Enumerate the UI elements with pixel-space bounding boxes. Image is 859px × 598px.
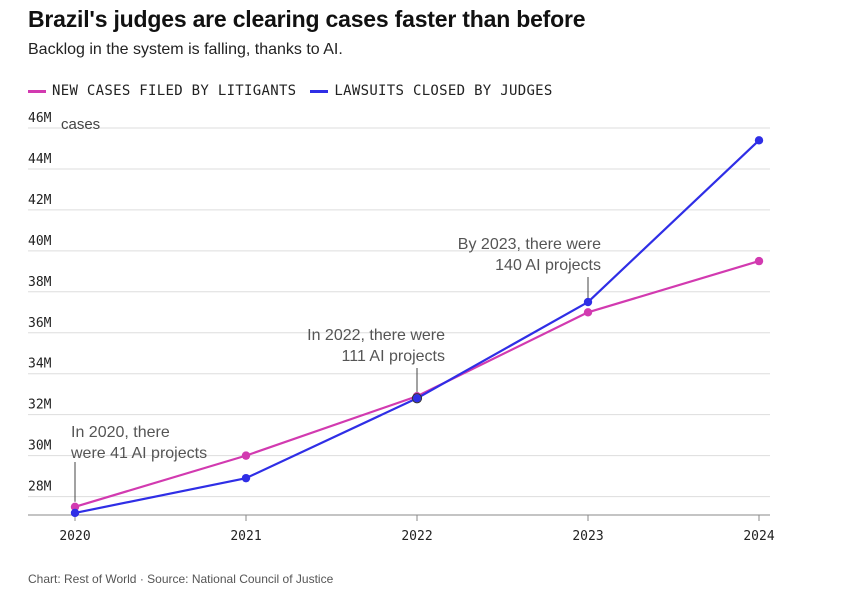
chart-source: Chart: Rest of World · Source: National … [28,572,334,586]
y-tick-label: 34M [28,357,52,372]
data-point-lawsuits-closed [241,473,251,483]
data-point-new-cases [754,256,764,266]
legend-swatch-lawsuits-closed [310,89,329,93]
x-tick-label: 2022 [401,529,432,544]
data-point-new-cases [241,451,251,460]
data-point-lawsuits-closed [412,394,422,403]
legend-item-lawsuits-closed: LAWSUITS CLOSED BY JUDGES [310,83,552,99]
y-tick-label: 46M [28,111,52,126]
annotation-text: In 2020, there [71,424,170,441]
annotation-text: By 2023, there were [458,236,601,253]
y-tick-label: 36M [28,316,52,331]
x-tick-label: 2024 [743,529,774,544]
x-tick-label: 2023 [572,529,603,544]
x-tick-label: 2021 [230,529,261,544]
data-point-new-cases [583,308,593,317]
y-unit-label: cases [61,116,100,133]
annotation-text: 111 AI projects [342,348,445,365]
legend-label-new-cases: NEW CASES FILED BY LITIGANTS [52,83,297,99]
y-tick-label: 40M [28,234,52,249]
data-point-lawsuits-closed [754,136,764,145]
chart-subtitle: Backlog in the system is falling, thanks… [28,41,343,58]
legend-swatch-new-cases [28,89,46,93]
legend: NEW CASES FILED BY LITIGANTS LAWSUITS CL… [28,83,567,99]
annotation-text: 140 AI projects [495,257,601,274]
y-tick-label: 32M [28,398,52,413]
chart-title: Brazil's judges are clearing cases faste… [28,6,586,32]
highlight-ring [411,393,423,404]
x-tick-label: 2020 [59,529,90,544]
y-tick-label: 28M [28,480,52,495]
legend-item-new-cases: NEW CASES FILED BY LITIGANTS [28,83,296,99]
data-point-lawsuits-closed [70,508,80,518]
data-point-lawsuits-closed [583,297,593,307]
annotation-text: were 41 AI projects [70,445,207,462]
annotation-text: In 2022, there were [307,327,445,344]
legend-label-lawsuits-closed: LAWSUITS CLOSED BY JUDGES [334,83,553,99]
y-tick-label: 38M [28,275,52,290]
y-tick-label: 30M [28,439,52,454]
y-tick-label: 44M [28,152,52,167]
y-tick-label: 42M [28,193,52,208]
data-point-new-cases [70,502,80,512]
